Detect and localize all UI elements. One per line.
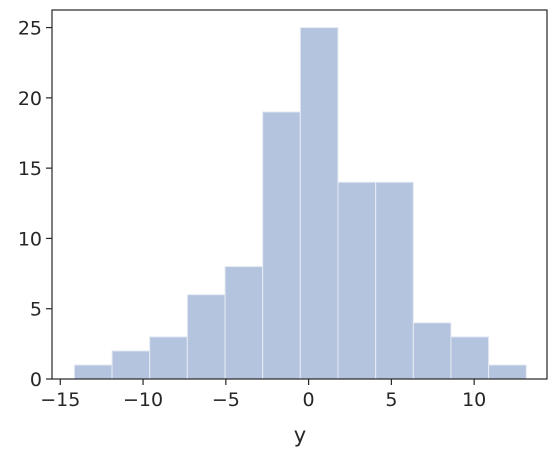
bar xyxy=(73,364,113,380)
bar xyxy=(412,322,452,380)
x-tick-label: −10 xyxy=(123,389,163,411)
bar xyxy=(262,111,301,380)
x-tick-label: 10 xyxy=(462,389,486,411)
bar xyxy=(337,181,377,380)
bar xyxy=(375,181,414,380)
y-tick-label: 25 xyxy=(18,18,42,40)
x-axis-label: y xyxy=(294,423,306,447)
y-tick-label: 5 xyxy=(30,299,42,321)
bar xyxy=(299,27,339,380)
bar xyxy=(186,294,226,380)
bar xyxy=(149,336,188,380)
y-tick-label: 15 xyxy=(18,158,42,180)
y-tick-label: 0 xyxy=(30,369,42,391)
y-tick-label: 20 xyxy=(18,88,42,110)
bar xyxy=(224,266,264,380)
bar xyxy=(111,350,151,380)
bar xyxy=(488,364,527,380)
bar xyxy=(450,336,490,380)
plot-frame xyxy=(51,9,548,380)
x-tick-label: 5 xyxy=(385,389,397,411)
x-tick-label: −5 xyxy=(212,389,240,411)
y-tick-label: 10 xyxy=(18,228,42,250)
x-tick-label: 0 xyxy=(303,389,315,411)
x-tick-label: −15 xyxy=(40,389,80,411)
